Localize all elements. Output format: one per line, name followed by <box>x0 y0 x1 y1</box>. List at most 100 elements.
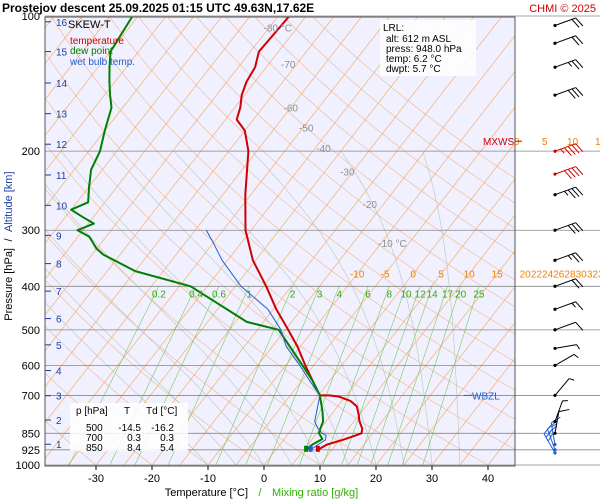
x-tick-label: 40 <box>482 473 494 485</box>
table-header-td: Td [°C] <box>146 406 177 417</box>
wind-barb <box>553 166 584 180</box>
isotherm-line <box>375 286 515 466</box>
wind-barb-dot <box>553 193 557 197</box>
isotherm-line <box>95 17 446 466</box>
isotherm-label: 34 <box>598 270 600 281</box>
mixing-ratio-label: 14 <box>427 289 439 300</box>
dry-adiabat-line <box>138 17 515 335</box>
mixing-ratio-label: 0.2 <box>152 289 166 300</box>
wind-barb <box>553 17 584 28</box>
mixing-ratio-label: 1 <box>246 289 252 300</box>
x-tick-label: 20 <box>370 473 382 485</box>
wind-barb-half-flag <box>567 255 573 260</box>
mixing-ratio-line <box>356 286 421 466</box>
lrl-temp: temp: 6.2 °C <box>386 54 442 65</box>
chart-title: Prostejov descent 25.09.2025 01:15 UTC 4… <box>2 1 314 15</box>
wind-barb-flag <box>575 301 584 311</box>
wind-barb-half-flag <box>567 62 573 67</box>
isotherm-line <box>45 17 278 316</box>
wind-barb-staff <box>554 344 577 349</box>
x-tick-label: -10 <box>200 473 216 485</box>
isotherm-line <box>45 17 138 137</box>
table-cell: 850 <box>86 443 103 454</box>
altitude-tick-label: 2 <box>56 416 62 427</box>
pressure-tick-label: 200 <box>22 146 40 158</box>
isotherm-label: 10 <box>567 137 579 148</box>
mixing-ratio-line <box>341 286 407 466</box>
wind-barb-flag <box>571 19 580 28</box>
isotherm-line <box>45 17 390 460</box>
lrl-dwpt: dwpt: 5.7 °C <box>386 64 441 75</box>
altitude-tick-label: 10 <box>56 201 68 212</box>
mixing-ratio-label: 20 <box>455 289 467 300</box>
pressure-axis: 100 200 300 400 500 600 700 850 925 1000 <box>16 11 40 472</box>
isotherm-label: 32 <box>587 270 599 281</box>
lrl-press: press: 948.0 hPa <box>386 44 462 55</box>
wind-barb-flag <box>567 146 576 155</box>
wind-barb-half-flag <box>576 344 580 350</box>
mixing-ratio-line <box>267 286 340 466</box>
wind-barb-staff <box>554 411 560 434</box>
isotherm-line <box>207 70 515 466</box>
y-axis-title: Pressure [hPa] <box>3 248 15 321</box>
dry-adiabat-line <box>254 17 515 229</box>
isotherm-line <box>151 17 502 466</box>
wind-barb-half-flag <box>560 148 565 154</box>
isotherm-label: 30 <box>576 270 588 281</box>
dry-adiabat-line <box>196 17 515 281</box>
wind-barb-flag <box>571 279 580 289</box>
plot-frame <box>44 16 516 467</box>
isotherm-label: 20 <box>520 270 532 281</box>
markers: MXWS WBZL <box>464 137 522 402</box>
legend-temperature: temperature <box>70 36 124 47</box>
isotherm-label: 15 <box>595 137 600 148</box>
series-line <box>205 229 327 451</box>
isotherm-label: -10 <box>350 270 365 281</box>
wind-barb-flag <box>571 60 580 70</box>
wind-barb-flag <box>567 89 576 99</box>
pressure-tick-label: 600 <box>22 360 40 372</box>
isotherm-line <box>45 17 166 172</box>
pressure-tick-label: 850 <box>22 428 40 440</box>
wind-barb-dot <box>553 442 557 447</box>
x-tick-label: 0 <box>261 473 267 485</box>
isotherm-line <box>45 17 334 388</box>
isotherm-label: 10 <box>464 270 476 281</box>
isotherm-line <box>45 17 250 280</box>
wind-barb <box>553 143 584 157</box>
surface-marker <box>315 445 320 452</box>
wind-barb-dot <box>553 419 557 424</box>
wind-barb-flag <box>571 253 580 263</box>
x-tick-label: 30 <box>426 473 438 485</box>
wind-barb-flag <box>567 189 576 199</box>
altitude-tick-label: 9 <box>56 231 62 242</box>
isotherm-line <box>403 322 515 466</box>
wind-barb-flag <box>567 225 576 234</box>
wind-barb-half-flag <box>562 400 568 402</box>
isotherm-label: 15 <box>492 270 504 281</box>
table-header-p: p [hPa] <box>76 406 108 417</box>
wind-barb <box>553 278 584 289</box>
legend: SKEW-T temperature dew point wet bulb te… <box>68 19 135 68</box>
wind-barb-flag <box>575 252 584 262</box>
wind-barb-dot <box>553 93 557 97</box>
isotherm-line <box>45 17 362 424</box>
mixing-ratio-label: 17 <box>442 289 454 300</box>
wind-barb <box>553 252 584 263</box>
surface-marker <box>308 445 313 452</box>
x-axis-title: Temperature [°C] <box>165 487 248 499</box>
lrl-title: LRL: <box>383 23 404 34</box>
wind-barb-staff <box>554 321 576 331</box>
isotherm-label: 5 <box>542 137 548 148</box>
mixing-ratio-label: 0.6 <box>212 289 226 300</box>
wind-barb-flag <box>575 35 584 45</box>
mxws-label: MXWS <box>483 137 514 148</box>
wind-barb-dot <box>553 448 557 452</box>
y-axis-title-altitude: Altitude [km] <box>3 171 15 232</box>
altitude-tick-label: 5 <box>56 341 62 352</box>
grid-labels: 0.2 0.4 0.6 1 2 3 4 6 8 10 12 14 17 20 25-10 -5 0 5 10 15 20… <box>152 23 600 300</box>
wind-barb-dot <box>553 328 557 332</box>
lrl-alt: alt: 612 m ASL <box>386 34 451 45</box>
table-cell: 0.3 <box>160 433 174 444</box>
series-line <box>235 17 364 451</box>
